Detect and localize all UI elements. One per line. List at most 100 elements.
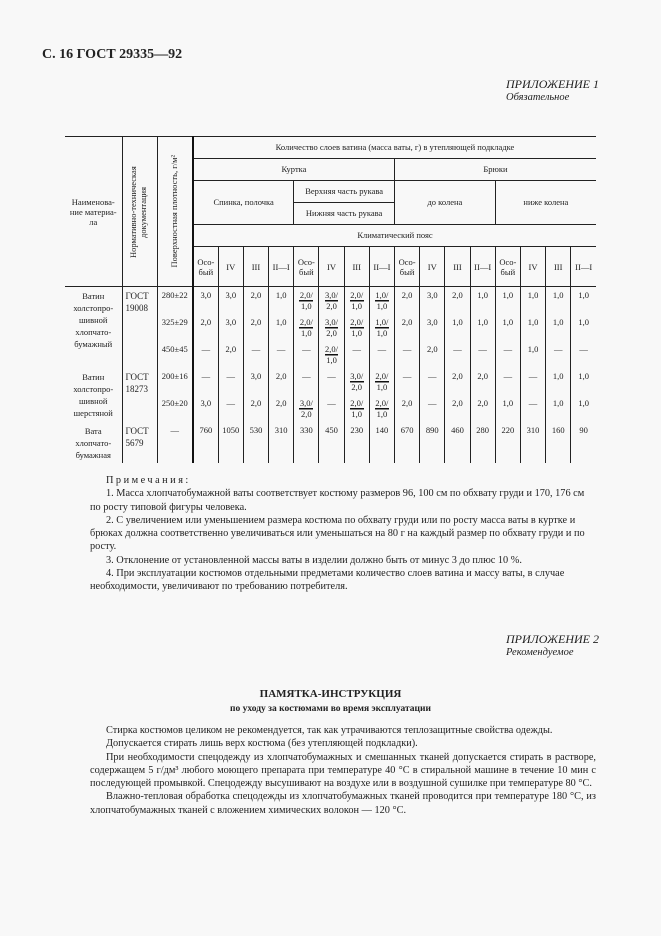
value-cell: 2,0 [217,341,244,368]
value-cell: 2,0/1,0 [318,341,345,368]
climate-col-header: Осо-бый [494,246,521,287]
value-cell: 1,0 [519,341,547,368]
value-cell: — [318,395,345,422]
climate-col-header: II—I [268,246,295,287]
memo-paragraph: Допускается стирать лишь верх костюма (б… [106,738,418,750]
value-cell: 1,0 [444,314,471,341]
value-cell: 2,0 [242,395,270,422]
fraction-value: 3,0/2,0 [299,398,314,420]
value-cell: 230 [343,422,370,463]
value-cell: 760 [191,422,219,463]
fraction-value: 2,0/1,0 [299,317,314,339]
note-1: 1. Масса хлопчатобумажной ваты соответст… [90,488,585,513]
memo-subtitle: по уходу за костюмами во время эксплуата… [230,704,431,714]
material-name: Ватин холстопро-шивной шерстяной [65,368,123,422]
fraction-value: 2,0/1,0 [299,290,314,312]
memo-title: ПАМЯТКА-ИНСТРУКЦИЯ [259,688,402,700]
memo-body: Стирка костюмов целиком не рекомендуется… [90,724,596,817]
value-cell: — [419,395,446,422]
value-cell: 2,0/1,0 [293,314,320,341]
value-cell: — [519,395,547,422]
climate-col-header: Осо-бый [293,246,320,287]
header-back: Спинка, полочка [192,180,295,225]
fraction-value: 3,0/2,0 [324,317,339,339]
value-cell: 1,0 [519,314,547,341]
value-cell: 530 [242,422,270,463]
value-cell: 1,0 [469,314,496,341]
header-climate: Климатический пояс [192,224,596,247]
value-cell: — [393,341,421,368]
memo-paragraph: Стирка костюмов целиком не рекомендуется… [106,725,553,736]
climate-col-header: II—I [570,246,596,287]
memo-paragraph: Влажно-тепловая обработка спецодежды из … [90,791,596,816]
value-cell: 1,0 [268,314,295,341]
value-cell: 1,0 [545,395,572,422]
value-cell: 160 [545,422,572,463]
value-cell: — [469,341,496,368]
value-cell: 3,0/2,0 [293,395,320,422]
value-cell: 3,0 [191,286,219,314]
material-name: Ватин холстопро-шивной хлопчато-бумажный [65,286,123,368]
value-cell: 2,0 [242,286,270,314]
value-cell: 220 [494,422,521,463]
climate-col-header: Осо-бый [393,246,421,287]
value-cell: 3,0 [419,286,446,314]
value-cell: — [419,368,446,395]
column-header-density: Поверхностная плотность, г/м² [156,136,194,287]
climate-col-header: III [545,246,572,287]
value-cell: — [494,341,521,368]
note-3: 3. Отклонение от установленной массы ват… [106,554,522,566]
value-cell: — [570,341,596,368]
value-cell: 1,0 [545,286,572,314]
material-ntd: ГОСТ 19008 [121,286,158,368]
value-cell: 2,0 [393,314,421,341]
value-cell: 1,0 [519,286,547,314]
value-cell: 3,0 [217,286,244,314]
value-cell: 2,0/1,0 [343,314,370,341]
value-cell: — [545,341,572,368]
value-cell: 3,0/2,0 [318,314,345,341]
value-cell: 2,0/1,0 [368,395,396,422]
value-cell: 3,0 [191,395,219,422]
climate-col-header: II—I [368,246,396,287]
value-cell: — [519,368,547,395]
value-cell: 2,0 [242,314,270,341]
climate-col-header: IV [519,246,547,287]
value-cell: 2,0 [444,395,471,422]
value-cell: 450 [318,422,345,463]
value-cell: 2,0/1,0 [368,368,396,395]
value-cell: 2,0 [191,314,219,341]
density-cell: 280±22 [156,286,194,314]
value-cell: — [293,341,320,368]
value-cell: 3,0 [217,314,244,341]
value-cell: 1,0/1,0 [368,314,396,341]
fraction-value: 3,0/2,0 [324,290,339,312]
value-cell: 310 [268,422,295,463]
value-cell: 1,0 [469,286,496,314]
value-cell: 1,0/1,0 [368,286,396,314]
climate-col-header: Осо-бый [191,246,219,287]
header-below-knee: ниже колена [494,180,596,225]
value-cell: 1,0 [494,395,521,422]
material-ntd: ГОСТ 5679 [121,422,158,463]
value-cell: 1,0 [570,314,596,341]
fraction-value: 2,0/1,0 [349,290,364,312]
value-cell: — [393,368,421,395]
value-cell: 1,0 [494,286,521,314]
header-jacket: Куртка [192,158,395,181]
value-cell: 90 [570,422,596,463]
climate-col-header: IV [318,246,345,287]
material-ntd: ГОСТ 18273 [121,368,158,422]
value-cell: 2,0 [469,395,496,422]
value-cell: 890 [419,422,446,463]
climate-col-header: III [444,246,471,287]
value-cell: 2,0 [444,368,471,395]
appendix-2-heading: ПРИЛОЖЕНИЕ 2 Рекомендуемое [506,633,599,659]
value-cell: 2,0 [268,368,295,395]
fraction-value: 2,0/1,0 [324,344,339,366]
fraction-value: 1,0/1,0 [375,317,389,339]
density-cell: 325±29 [156,314,194,341]
climate-col-header: III [242,246,270,287]
value-cell: 3,0/2,0 [318,286,345,314]
appendix-2-subtitle: Рекомендуемое [506,647,574,658]
